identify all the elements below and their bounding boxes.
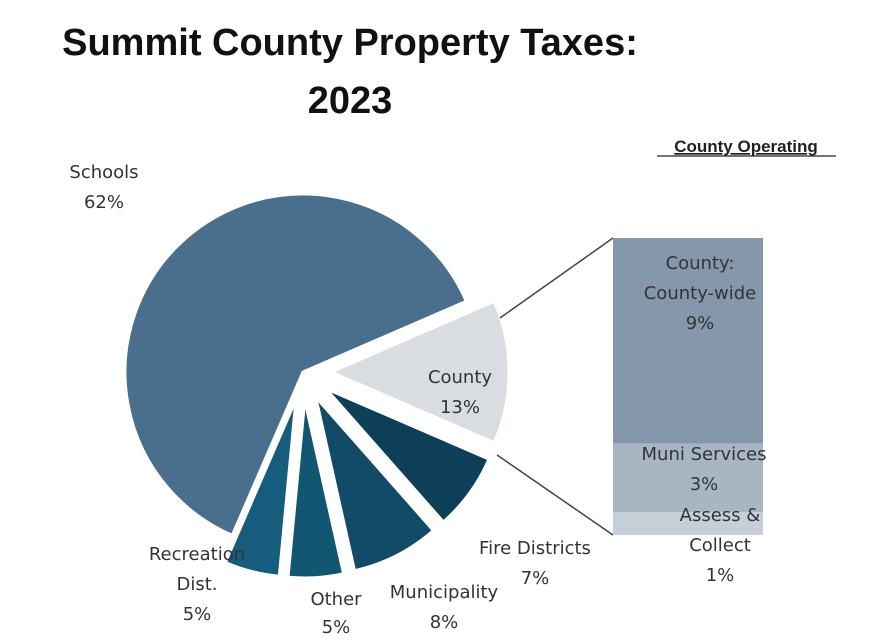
slice-pct-other: 5%	[322, 617, 351, 638]
pie-slice-recreation-dist-	[223, 398, 298, 578]
bar-segment-2	[613, 512, 763, 535]
pie-slice-county	[327, 299, 511, 445]
bar-label-assess-collect: Collect	[689, 535, 751, 556]
slice-pct-county: 13%	[440, 397, 480, 418]
slice-label-county: County	[428, 367, 492, 388]
bar-label-county-wide: County-wide	[644, 283, 757, 304]
bar-pct-muni-services: 3%	[690, 474, 719, 495]
pie-slice-schools	[123, 192, 469, 538]
bar-segment-1	[613, 443, 763, 513]
slice-label-recreation-dist-: Recreation	[149, 544, 245, 565]
slice-pct-schools: 62%	[84, 192, 124, 213]
breakout-title: County Operating	[674, 137, 818, 156]
bar-pct-assess-collect: 1%	[706, 565, 735, 586]
chart-title-line1: Summit County Property Taxes:	[62, 22, 638, 64]
slice-label-fire-districts: Fire Districts	[479, 538, 591, 559]
slice-pct-municipality: 8%	[430, 612, 459, 633]
bar-label-county-wide: County:	[666, 253, 735, 274]
slice-pct-fire-districts: 7%	[521, 568, 550, 589]
slice-pct-recreation-dist-: 5%	[183, 604, 212, 625]
pie-slice-other	[286, 399, 346, 580]
slice-label-municipality: Municipality	[390, 582, 499, 603]
slice-label-other: Other	[310, 589, 362, 610]
chart-title-line2: 2023	[307, 80, 393, 122]
slice-label-recreation-dist-: Dist.	[176, 574, 217, 595]
connector-line-bottom	[496, 454, 614, 536]
bar-segment-0	[613, 238, 763, 444]
pie-slice-fire-districts	[324, 387, 491, 525]
bar-label-muni-services: Muni Services	[642, 444, 767, 465]
pie-slice-municipality	[314, 395, 436, 573]
bar-label-assess-collect: Assess &	[680, 505, 761, 526]
bar-pct-county-wide: 9%	[686, 313, 715, 334]
slice-label-schools: Schools	[69, 162, 138, 183]
connector-line-top	[499, 237, 614, 319]
